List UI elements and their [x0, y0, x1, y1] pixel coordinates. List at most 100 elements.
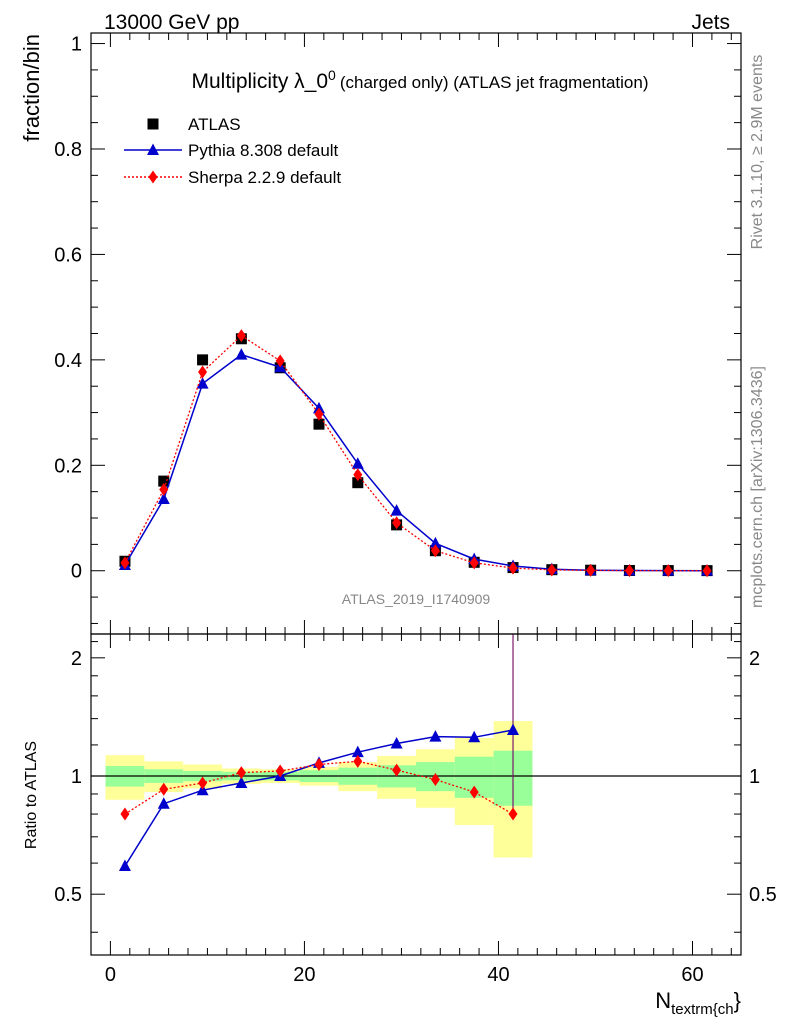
- data-point: [313, 418, 325, 430]
- data-point: [351, 745, 364, 758]
- main-plot-content: [118, 329, 714, 578]
- x-tick-label: 0: [105, 964, 116, 986]
- x-axis-label: Ntextrm{ch}: [655, 988, 741, 1018]
- data-point: [353, 468, 363, 482]
- data-point: [353, 754, 363, 768]
- legend: ATLAS Pythia 8.308 default Sherpa 2.2.9 de…: [124, 115, 341, 187]
- data-point: [312, 401, 325, 414]
- ratio-y-tick-label-right: 1: [749, 766, 760, 788]
- ratio-y-tick-label-right: 0.5: [749, 884, 777, 906]
- data-point: [390, 504, 403, 516]
- ratio-axes: 0.5 0.51 12 20 20 40 60: [54, 633, 777, 986]
- data-point: [120, 807, 130, 821]
- y-tick-label: 0.8: [54, 139, 82, 161]
- data-point: [235, 348, 248, 360]
- data-point: [469, 785, 479, 799]
- ratio-y-tick-label-right: 2: [749, 648, 760, 670]
- data-point: [275, 764, 285, 778]
- title-main: Multiplicity λ_0: [192, 70, 329, 93]
- x-label-tail: }: [734, 988, 741, 1013]
- series-line: [124, 334, 707, 572]
- legend-item-atlas: ATLAS: [147, 115, 241, 134]
- data-point: [159, 782, 169, 796]
- y-tick-label: 1: [71, 34, 82, 56]
- series-sherpa-2-2-9-default: [120, 329, 712, 578]
- data-point: [392, 763, 402, 777]
- series-atlas: [119, 333, 713, 577]
- x-tick-label: 40: [487, 964, 509, 986]
- data-point: [507, 723, 520, 735]
- data-point: [430, 544, 440, 558]
- main-panel: 00.20.40.60.81 Multiplicity λ_00 (charged…: [19, 32, 742, 635]
- x-label-subscript: textrm{ch: [671, 1001, 734, 1018]
- energy-label: 13000 GeV pp: [104, 11, 239, 34]
- main-axes: 0 0.2 0.4 0.6 0.8 1: [54, 32, 742, 635]
- x-label-main: N: [655, 988, 671, 1013]
- data-point: [663, 564, 673, 578]
- ratio-y-tick-label: 0.5: [54, 884, 82, 906]
- data-point: [275, 354, 285, 368]
- legend-item-sherpa-2-2-9-default: Sherpa 2.2.9 default: [124, 168, 341, 187]
- data-point: [392, 516, 402, 530]
- ratio-series-sherpa-2-2-9-default: [120, 754, 518, 821]
- data-point: [351, 457, 364, 469]
- ratio-panel: 0.5 0.51 12 20 20 40 60 Ratio to ATLAS: [23, 633, 777, 986]
- legend-marker: [147, 118, 159, 130]
- y-tick-label: 0.4: [54, 350, 82, 372]
- data-point: [120, 556, 130, 570]
- legend-label: ATLAS: [188, 115, 241, 134]
- legend-item-pythia-8-308-default: Pythia 8.308 default: [124, 141, 339, 160]
- y-tick-label: 0: [71, 561, 82, 583]
- data-point: [159, 483, 169, 497]
- data-point: [157, 492, 170, 505]
- main-title: Multiplicity λ_00 (charged only) (ATLAS j…: [192, 67, 649, 93]
- data-point: [198, 776, 208, 790]
- data-point: [508, 561, 518, 575]
- data-point: [314, 757, 324, 771]
- data-point: [236, 329, 246, 343]
- legend-label: Sherpa 2.2.9 default: [188, 168, 341, 187]
- data-point: [390, 737, 403, 749]
- series-pythia-8-308-default: [118, 348, 714, 576]
- series-line: [124, 353, 708, 572]
- series-line: [124, 760, 514, 815]
- title-tail: (charged only) (ATLAS jet fragmentation): [340, 73, 649, 92]
- source-label: mcplots.cern.ch [arXiv:1306.3436]: [749, 366, 766, 608]
- ratio-y-tick-label: 1: [71, 766, 82, 788]
- legend-marker: [148, 170, 158, 184]
- analysis-watermark: ATLAS_2019_I1740909: [342, 591, 491, 607]
- ratio-y-tick-label: 2: [71, 648, 82, 670]
- data-point: [429, 730, 442, 742]
- y-tick-label: 0.2: [54, 455, 82, 477]
- ratio-y-axis-label: Ratio to ATLAS: [23, 741, 40, 849]
- data-point: [157, 797, 170, 809]
- data-point: [158, 475, 170, 487]
- data-point: [624, 564, 634, 578]
- rivet-version-label: Rivet 3.1.10, ≥ 2.9M events: [749, 55, 766, 250]
- data-point: [468, 730, 481, 743]
- legend-label: Pythia 8.308 default: [188, 141, 339, 160]
- data-point: [352, 477, 364, 489]
- ratio-series-group: [91, 634, 741, 871]
- legend-marker: [147, 143, 159, 155]
- data-point: [586, 563, 596, 577]
- y-tick-label: 0.6: [54, 244, 82, 266]
- data-point: [547, 563, 557, 577]
- data-point: [118, 859, 131, 871]
- data-point: [198, 365, 208, 379]
- data-point: [197, 354, 209, 366]
- category-label: Jets: [691, 11, 730, 34]
- x-tick-label: 60: [681, 964, 703, 986]
- data-point: [196, 783, 209, 796]
- data-point: [314, 407, 324, 421]
- data-point: [430, 772, 440, 786]
- main-series-group: [118, 329, 714, 578]
- ratio-frame: [90, 633, 742, 956]
- x-tick-label: 20: [293, 964, 315, 986]
- y-axis-label: fraction/bin: [19, 34, 44, 142]
- title-superscript: 0: [328, 67, 336, 83]
- data-point: [235, 776, 248, 788]
- data-point: [429, 536, 442, 549]
- data-point: [508, 807, 518, 821]
